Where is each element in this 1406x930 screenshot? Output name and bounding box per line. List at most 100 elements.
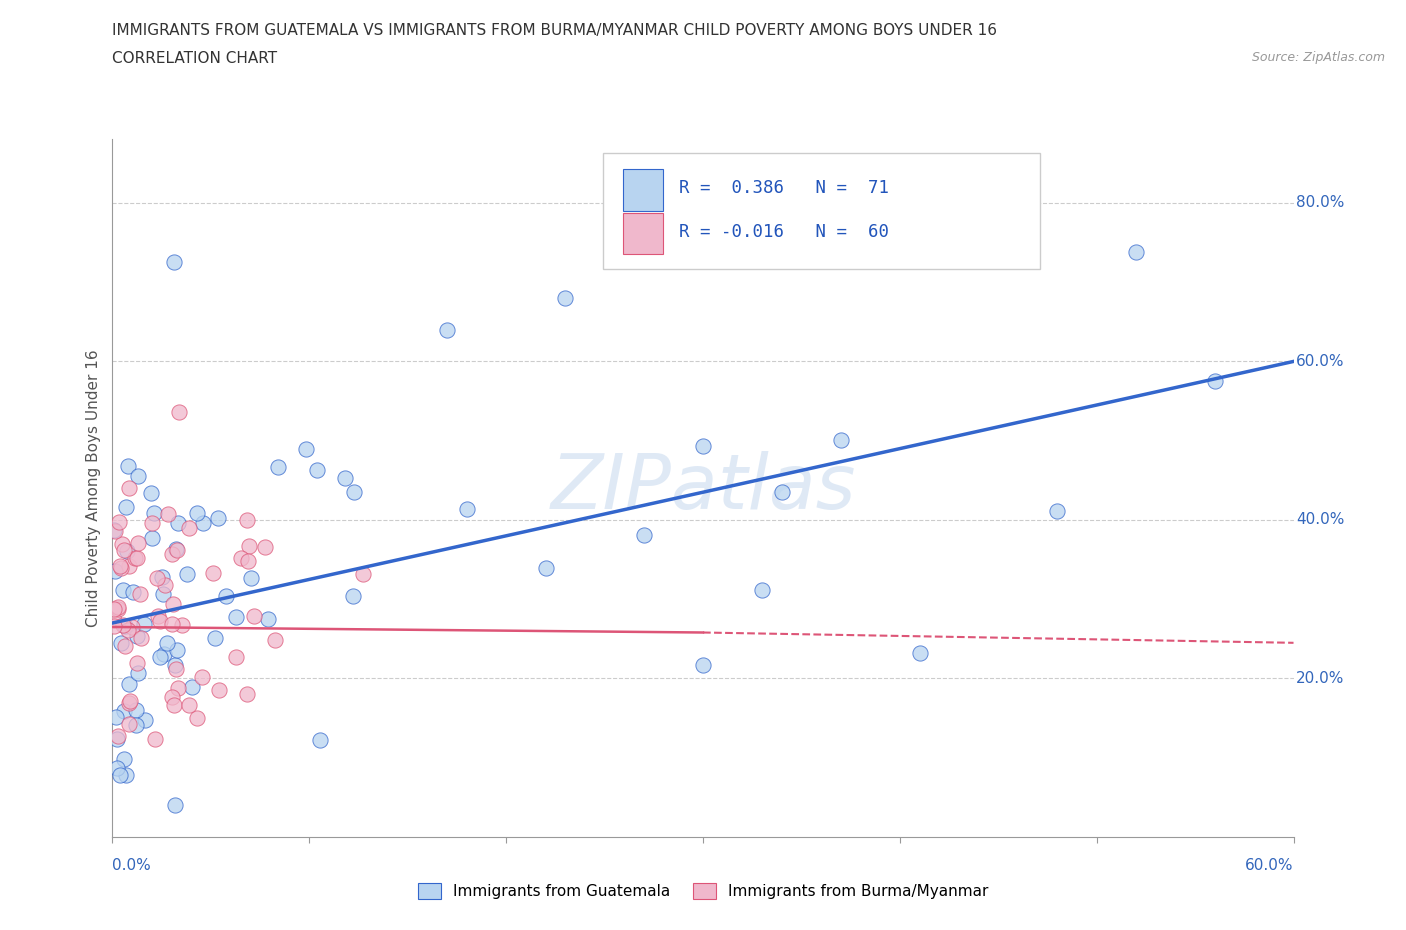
Point <box>127 536 149 551</box>
Point <box>165 541 187 556</box>
Point <box>107 599 129 614</box>
Point <box>146 570 169 585</box>
Point <box>810 251 832 266</box>
Point <box>179 521 201 536</box>
Point <box>118 676 141 691</box>
Point <box>132 617 155 631</box>
Point <box>112 542 135 557</box>
FancyBboxPatch shape <box>623 213 662 254</box>
Point <box>343 485 366 499</box>
Point <box>751 582 773 597</box>
Point <box>117 458 139 473</box>
Point <box>201 565 224 580</box>
Point <box>242 609 264 624</box>
Text: 60.0%: 60.0% <box>1246 857 1294 873</box>
Text: Source: ZipAtlas.com: Source: ZipAtlas.com <box>1251 51 1385 64</box>
Point <box>156 635 179 650</box>
Point <box>127 469 149 484</box>
Point <box>114 619 136 634</box>
Point <box>122 584 145 599</box>
Point <box>104 564 127 578</box>
Point <box>143 732 166 747</box>
Point <box>152 586 174 601</box>
Point <box>169 405 191 419</box>
Point <box>143 506 166 521</box>
Point <box>124 551 146 565</box>
Point <box>156 507 179 522</box>
Point <box>148 649 170 664</box>
Point <box>103 619 125 634</box>
Point <box>167 681 190 696</box>
Text: 60.0%: 60.0% <box>1296 354 1344 369</box>
Point <box>307 463 329 478</box>
Point <box>131 631 153 646</box>
Point <box>107 602 129 617</box>
Text: 40.0%: 40.0% <box>1296 512 1344 527</box>
Point <box>692 438 714 453</box>
Point <box>207 511 229 525</box>
Point <box>160 689 183 704</box>
Point <box>633 527 655 542</box>
Point <box>115 543 138 558</box>
Point <box>104 524 127 538</box>
Point <box>160 546 183 561</box>
Point <box>152 646 174 661</box>
Point <box>155 578 177 593</box>
Point <box>166 542 188 557</box>
Point <box>150 570 173 585</box>
Point <box>127 656 149 671</box>
Point <box>186 711 208 725</box>
Y-axis label: Child Poverty Among Boys Under 16: Child Poverty Among Boys Under 16 <box>86 350 101 627</box>
Point <box>163 698 186 712</box>
Point <box>294 442 316 457</box>
Point <box>103 523 125 538</box>
Point <box>128 587 150 602</box>
Point <box>225 610 247 625</box>
Point <box>1204 373 1226 388</box>
Point <box>308 733 330 748</box>
Point <box>125 551 148 565</box>
Text: 0.0%: 0.0% <box>112 857 152 873</box>
Point <box>240 571 263 586</box>
Point <box>180 679 202 694</box>
Point <box>225 649 247 664</box>
Point <box>166 643 188 658</box>
Point <box>111 583 134 598</box>
Point <box>118 696 141 711</box>
Point <box>108 768 131 783</box>
Point <box>146 609 169 624</box>
Point <box>118 480 141 495</box>
Point <box>165 798 187 813</box>
Point <box>166 515 188 530</box>
Point <box>534 561 557 576</box>
Point <box>692 658 714 672</box>
Point <box>231 551 253 565</box>
Point <box>105 761 128 776</box>
Point <box>165 661 187 676</box>
Point <box>908 645 931 660</box>
Point <box>170 618 193 632</box>
Point <box>176 566 198 581</box>
Point <box>204 631 226 645</box>
Point <box>254 540 277 555</box>
FancyBboxPatch shape <box>603 153 1039 269</box>
Point <box>103 601 125 616</box>
Point <box>191 670 214 684</box>
Point <box>208 683 231 698</box>
Point <box>1125 245 1147 259</box>
Point <box>162 597 184 612</box>
Point <box>117 559 139 574</box>
Point <box>125 717 148 732</box>
Point <box>333 471 356 485</box>
Point <box>141 515 163 530</box>
Point <box>118 716 141 731</box>
Point <box>121 619 143 634</box>
Point <box>215 589 238 604</box>
Point <box>554 290 576 305</box>
Point <box>160 617 183 631</box>
Point <box>342 589 364 604</box>
Point <box>1046 503 1069 518</box>
Point <box>110 635 132 650</box>
Point <box>830 432 852 447</box>
Point <box>108 558 131 573</box>
